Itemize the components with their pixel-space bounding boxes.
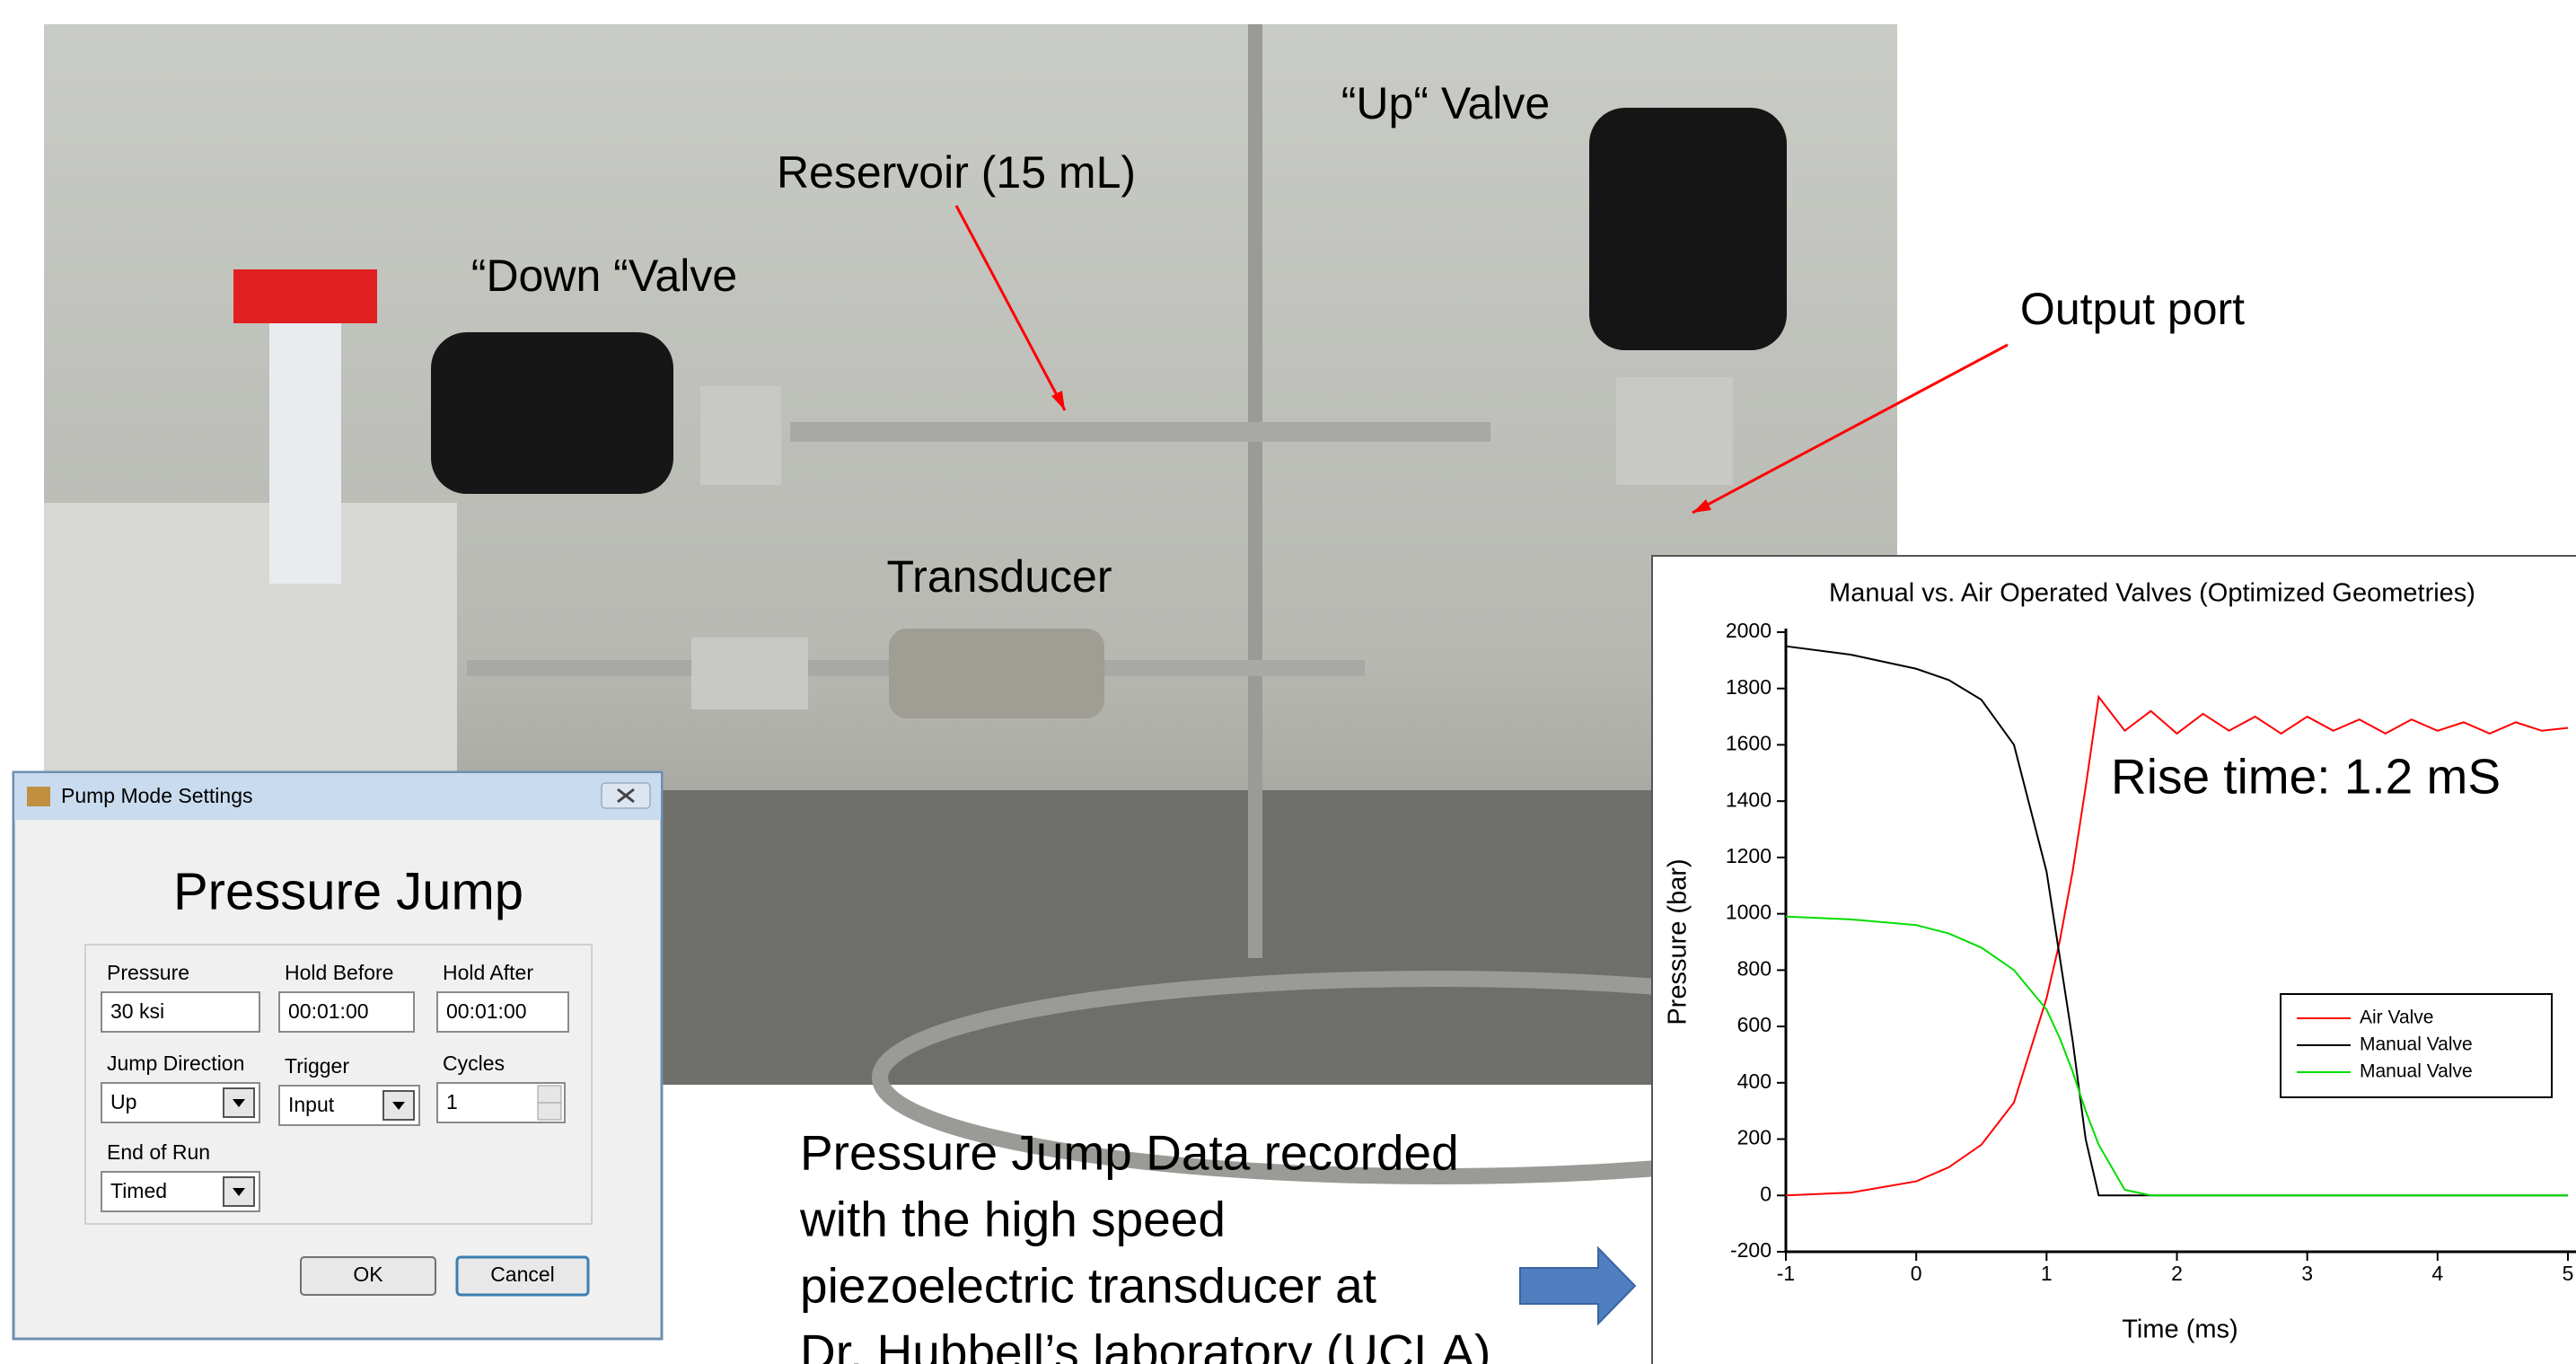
button[interactable] [455, 1255, 590, 1297]
title-bar [14, 773, 661, 820]
button-label: Cancel [490, 1263, 555, 1286]
y-tick-label: 1200 [1726, 844, 1772, 867]
spin-down[interactable] [537, 1102, 562, 1121]
input-value: 30 ksi [110, 999, 164, 1023]
close-icon [617, 788, 635, 804]
photo-label: “Down “Valve [471, 251, 737, 301]
window-title: Pump Mode Settings [61, 784, 253, 807]
input-box[interactable] [101, 991, 260, 1033]
photo-label: Transducer [886, 551, 1112, 602]
y-tick-label: 600 [1737, 1013, 1772, 1036]
x-tick-label: 0 [1911, 1262, 1922, 1285]
input-box[interactable] [436, 991, 569, 1033]
chart-title: Manual vs. Air Operated Valves (Optimize… [1829, 579, 2475, 608]
x-tick-label: 1 [2041, 1262, 2053, 1285]
button[interactable] [300, 1256, 436, 1296]
group-box [84, 944, 593, 1225]
x-axis-label: Time (ms) [2122, 1316, 2238, 1344]
machine [44, 503, 457, 808]
y-tick-label: 400 [1737, 1069, 1772, 1093]
input-value: Up [110, 1090, 136, 1113]
field-label: Hold After [443, 961, 533, 984]
input-value: 1 [446, 1090, 458, 1113]
up-valve [1589, 108, 1787, 350]
pointer-arrow [1692, 343, 2009, 515]
y-tick-label: 1800 [1726, 675, 1772, 699]
y-tick-label: -200 [1730, 1238, 1772, 1262]
pointer-arrowhead [1692, 499, 1711, 513]
y-tick-label: 0 [1760, 1182, 1772, 1205]
x-tick-label: 2 [2171, 1262, 2183, 1285]
pointer-arrowhead [1051, 391, 1065, 410]
input-value: Timed [110, 1179, 167, 1202]
dialog: Pump Mode Settings Pressure Jump [12, 770, 664, 1341]
data-line [1785, 915, 2568, 1197]
caption-line: Pressure Jump Data recorded [800, 1125, 1459, 1181]
input-value: 00:01:00 [446, 999, 527, 1023]
x-tick-label: 4 [2431, 1262, 2443, 1285]
legend-label: Manual Valve [2360, 1034, 2473, 1055]
y-tick-label: 1600 [1726, 732, 1772, 755]
dropdown-arrow [233, 1099, 245, 1107]
y-tick-label: 800 [1737, 956, 1772, 980]
field-label: Cycles [443, 1052, 505, 1075]
syringe [269, 314, 341, 584]
stand-rod [1248, 24, 1262, 958]
syringe-cap [233, 269, 377, 323]
fitting [1616, 377, 1733, 485]
y-tick-label: 200 [1737, 1126, 1772, 1149]
down-valve [431, 332, 673, 494]
caption-line: Dr. Hubbell’s laboratory (UCLA) [800, 1324, 1490, 1364]
window-icon [27, 787, 50, 806]
y-axis-label: Pressure (bar) [1664, 858, 1692, 1025]
input-value: 00:01:00 [288, 999, 369, 1023]
chart-frame [1651, 555, 2576, 1364]
dialog-heading: Pressure Jump [173, 862, 523, 920]
fields: Pressure 30 ksi Hold Before 00:01:00 Hold Af… [101, 961, 590, 1297]
chart: Manual vs. Air Operated Valves (Optimize… [1664, 579, 2576, 1344]
input-box[interactable] [278, 991, 415, 1033]
fitting [700, 386, 781, 485]
field-label: Hold Before [285, 961, 393, 984]
x-tick-label: -1 [1777, 1262, 1795, 1285]
legend-label: Air Valve [2360, 1008, 2433, 1028]
x-tick-label: 3 [2301, 1262, 2313, 1285]
field-label: End of Run [107, 1140, 210, 1164]
dropdown-arrow [233, 1188, 245, 1196]
transducer-body [889, 629, 1104, 718]
reservoir-tube [790, 422, 1490, 442]
photo-label: Reservoir (15 mL) [777, 147, 1136, 198]
field-label: Pressure [107, 961, 189, 984]
x-tick-label: 5 [2563, 1262, 2574, 1285]
button-label: OK [353, 1263, 383, 1286]
dropdown-arrow [392, 1102, 405, 1110]
photo-label: “Up“ Valve [1341, 78, 1550, 128]
arrow [1519, 1245, 1637, 1326]
photo-label: Output port [2020, 284, 2245, 334]
caption-line: piezoelectric transducer at [800, 1258, 1376, 1314]
y-tick-label: 2000 [1726, 619, 1772, 642]
fitting [691, 638, 808, 709]
caption: Pressure Jump Data recorded with the high… [799, 1125, 1490, 1364]
y-tick-label: 1400 [1726, 788, 1772, 811]
field-label: Jump Direction [107, 1052, 244, 1075]
input-value: Input [288, 1093, 335, 1116]
data-line [1785, 694, 2569, 1197]
spin-up[interactable] [537, 1085, 562, 1104]
y-tick-label: 1000 [1726, 901, 1772, 924]
dialog-body [25, 820, 650, 1327]
annotation: Rise time: 1.2 mS [2111, 749, 2501, 805]
pointer-arrow [954, 205, 1067, 411]
legend-label: Manual Valve [2360, 1061, 2473, 1082]
field-label: Trigger [285, 1054, 349, 1078]
caption-line: with the high speed [799, 1192, 1226, 1247]
